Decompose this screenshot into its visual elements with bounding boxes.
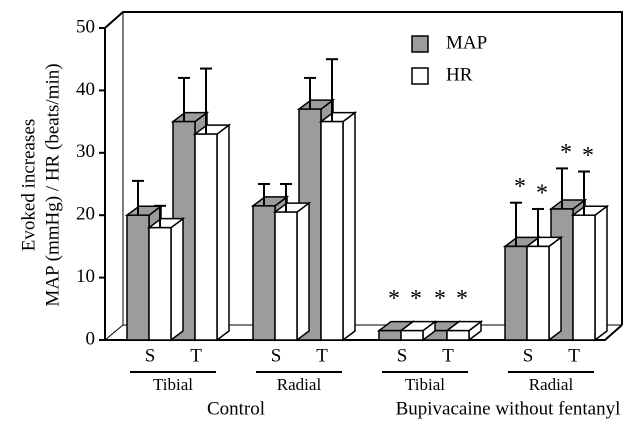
legend-label: MAP xyxy=(446,32,487,53)
y-tick-label: 30 xyxy=(76,141,95,162)
group-label: Bupivacaine without fentanyl xyxy=(396,398,621,419)
significance-marker: * xyxy=(434,286,446,312)
bar xyxy=(274,211,298,341)
bar xyxy=(504,245,528,341)
bar-side xyxy=(296,201,310,342)
subgroup-label: Radial xyxy=(277,375,322,394)
significance-marker: * xyxy=(410,286,422,312)
bar xyxy=(526,245,550,341)
bar xyxy=(126,214,150,341)
significance-marker: * xyxy=(388,286,400,312)
legend-swatch xyxy=(411,35,429,53)
bar xyxy=(320,120,344,341)
subgroup-label: Tibial xyxy=(405,375,445,394)
x-tick-label: T xyxy=(568,345,580,366)
floor-edge xyxy=(104,324,124,341)
bar xyxy=(400,329,424,341)
bar-side xyxy=(170,217,184,342)
bar xyxy=(572,214,596,341)
x-tick-label: S xyxy=(523,345,534,366)
bar-side xyxy=(594,204,608,342)
group-label: Control xyxy=(207,398,265,419)
subgroup-label: Radial xyxy=(529,375,574,394)
legend-label: HR xyxy=(446,64,473,85)
x-tick-label: S xyxy=(397,345,408,366)
significance-marker: * xyxy=(456,286,468,312)
y-tick-label: 0 xyxy=(86,328,96,349)
y-axis-label: Evoked increases xyxy=(18,119,39,251)
bar xyxy=(194,133,218,341)
y-tick-label: 10 xyxy=(76,266,95,287)
x-tick-label: T xyxy=(316,345,328,366)
bar-side xyxy=(216,123,230,342)
significance-marker: * xyxy=(514,174,526,200)
bar-side xyxy=(342,111,356,342)
bar xyxy=(446,329,470,341)
bar-side xyxy=(548,235,562,342)
y-axis-label: MAP (mmHg) / HR (beats/min) xyxy=(42,63,63,306)
y-tick-label: 50 xyxy=(76,16,95,37)
x-tick-label: T xyxy=(190,345,202,366)
x-tick-label: S xyxy=(145,345,156,366)
bar xyxy=(148,226,172,341)
x-tick-label: T xyxy=(442,345,454,366)
significance-marker: * xyxy=(582,143,594,169)
bar xyxy=(252,205,276,341)
x-tick-label: S xyxy=(271,345,282,366)
y-tick-label: 40 xyxy=(76,79,95,100)
significance-marker: * xyxy=(560,140,572,166)
subgroup-label: Tibial xyxy=(153,375,193,394)
bar xyxy=(378,329,402,341)
legend-swatch xyxy=(411,67,429,85)
significance-marker: * xyxy=(536,180,548,206)
y-tick-label: 20 xyxy=(76,204,95,225)
